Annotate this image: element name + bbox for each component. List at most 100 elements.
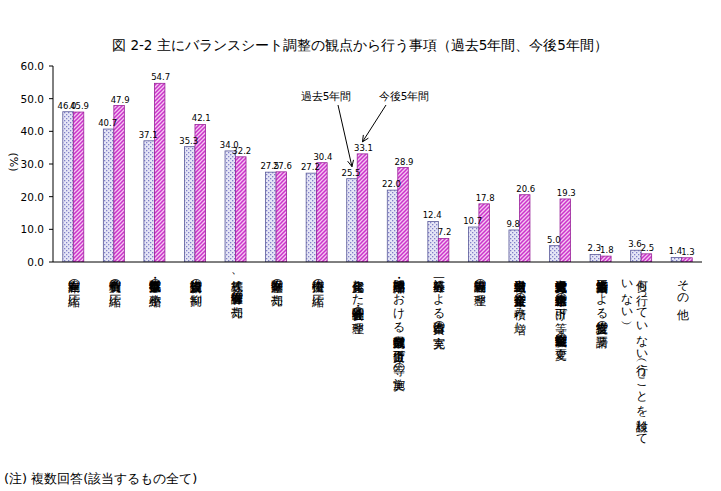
data-label: 1.4 — [669, 246, 683, 256]
bar — [347, 179, 358, 262]
bar — [509, 230, 520, 262]
bar — [144, 141, 155, 262]
legend-label: 過去5年間 — [301, 90, 352, 102]
bar — [154, 83, 165, 262]
legend-arrow-head — [348, 160, 354, 167]
x-tick-label: 過剰設備等の整理 — [472, 271, 487, 440]
bar — [438, 238, 449, 262]
x-tick-label: その他 — [675, 271, 690, 440]
bar — [479, 204, 490, 262]
bar — [560, 199, 571, 262]
x-tick-label: 一般公募等による自己資本の充実 — [431, 271, 446, 440]
legend-arrow — [338, 105, 352, 167]
y-tick — [49, 262, 53, 263]
x-tick-label: 株式等、保有有価証券の売却 — [229, 271, 244, 440]
data-label: 1.3 — [681, 247, 695, 257]
bar — [641, 254, 652, 262]
y-tick-label: 20.0 — [21, 191, 44, 203]
data-label: 37.1 — [139, 130, 158, 140]
y-tick — [49, 66, 53, 67]
legend-arrow — [362, 105, 386, 142]
data-label: 20.6 — [516, 184, 535, 194]
legend-label: 今後5年間 — [379, 90, 430, 102]
x-axis — [53, 262, 702, 263]
data-label: 22.0 — [382, 179, 401, 189]
data-label: 2.3 — [588, 243, 602, 253]
bar — [276, 172, 287, 262]
data-label: 32.2 — [232, 146, 251, 156]
x-tick-label: 有利子負債の圧縮 — [107, 271, 122, 440]
bar — [306, 173, 317, 262]
note: (注) 複数回答(該当するもの全て) — [4, 470, 197, 488]
x-tick-label: 資産劣化した子会社・関連会社の整理 — [350, 271, 365, 440]
y-axis — [53, 66, 54, 262]
data-label: 25.5 — [342, 168, 361, 178]
data-label: 2.5 — [641, 243, 655, 253]
y-axis-label: (%) — [7, 152, 20, 171]
data-label: 3.6 — [628, 239, 642, 249]
data-label: 7.2 — [438, 227, 452, 237]
bar — [63, 112, 74, 262]
x-tick-label: 保有不動産の売却 — [269, 271, 284, 440]
data-label: 33.1 — [354, 143, 373, 153]
y-tick-label: 60.0 — [21, 60, 44, 72]
data-label: 17.8 — [476, 193, 495, 203]
y-tick-label: 40.0 — [21, 125, 44, 137]
y-tick-label: 50.0 — [21, 93, 44, 105]
bar — [266, 172, 277, 262]
data-label: 30.4 — [313, 152, 332, 162]
x-tick-label: 縮小・整理部門等における従業員数削減や賃金引下げ等の実施 — [391, 271, 406, 440]
data-label: 12.4 — [423, 210, 442, 220]
bar — [387, 190, 398, 262]
data-label: 54.7 — [151, 72, 170, 82]
x-tick-label: 第三者割当増資等による経営支援の要請 — [594, 271, 609, 440]
bar — [225, 151, 236, 262]
y-tick — [49, 98, 53, 99]
data-label: 47.9 — [111, 95, 130, 105]
legend-arrow-head — [362, 135, 368, 142]
data-label: 42.1 — [192, 113, 211, 123]
y-tick — [49, 164, 53, 165]
bar — [114, 106, 125, 262]
title: 図 2-2 主にバランスシート調整の観点から行う事項（過去5年間、今後5年間） — [112, 37, 608, 53]
chart: 図 2-2 主にバランスシート調整の観点から行う事項（過去5年間、今後5年間） (… — [0, 0, 721, 491]
data-label: 5.0 — [547, 235, 561, 245]
bar — [519, 195, 530, 262]
bar — [428, 221, 439, 262]
y-tick-label: 30.0 — [21, 158, 44, 170]
bar — [317, 163, 328, 262]
bar — [601, 256, 612, 262]
data-label: 1.8 — [600, 245, 614, 255]
y-tick — [49, 131, 53, 132]
data-label: 10.7 — [463, 216, 482, 226]
bar — [73, 112, 84, 262]
data-label: 9.8 — [506, 219, 520, 229]
data-label: 40.7 — [98, 118, 117, 128]
y-tick — [49, 229, 53, 230]
x-tick-label: 売掛債権の圧縮 — [310, 271, 325, 440]
y-tick-label: 0.0 — [27, 256, 44, 268]
bar — [682, 258, 693, 262]
bar — [468, 227, 479, 262]
bar — [631, 250, 642, 262]
data-label: 35.3 — [179, 136, 198, 146]
bar — [236, 157, 247, 262]
x-tick-label: 何も行っていない（行うことを検討していない） — [619, 271, 649, 440]
bar — [590, 254, 601, 262]
x-tick-label: 退職給与引当金や企業年金資産の積み増し — [512, 271, 527, 440]
data-label: 19.3 — [557, 188, 576, 198]
data-label: 28.9 — [395, 157, 414, 167]
y-tick — [49, 196, 53, 197]
data-label: 45.9 — [70, 101, 89, 111]
data-label: 27.2 — [301, 162, 320, 172]
bar — [103, 129, 114, 262]
x-tick-label: 新規設備投資の抑制 — [188, 271, 203, 440]
bar — [671, 257, 682, 262]
x-tick-label: 過剰在庫の圧縮 — [66, 271, 81, 440]
data-label: 27.6 — [273, 161, 292, 171]
x-tick-label: 退職金給付方式変更や企業年金給付水準の引下げ等、退職金・企業年金制度の変更 — [553, 271, 568, 440]
bars — [63, 83, 692, 262]
bar — [550, 246, 561, 262]
y-tick-label: 10.0 — [21, 223, 44, 235]
bar — [184, 147, 195, 262]
